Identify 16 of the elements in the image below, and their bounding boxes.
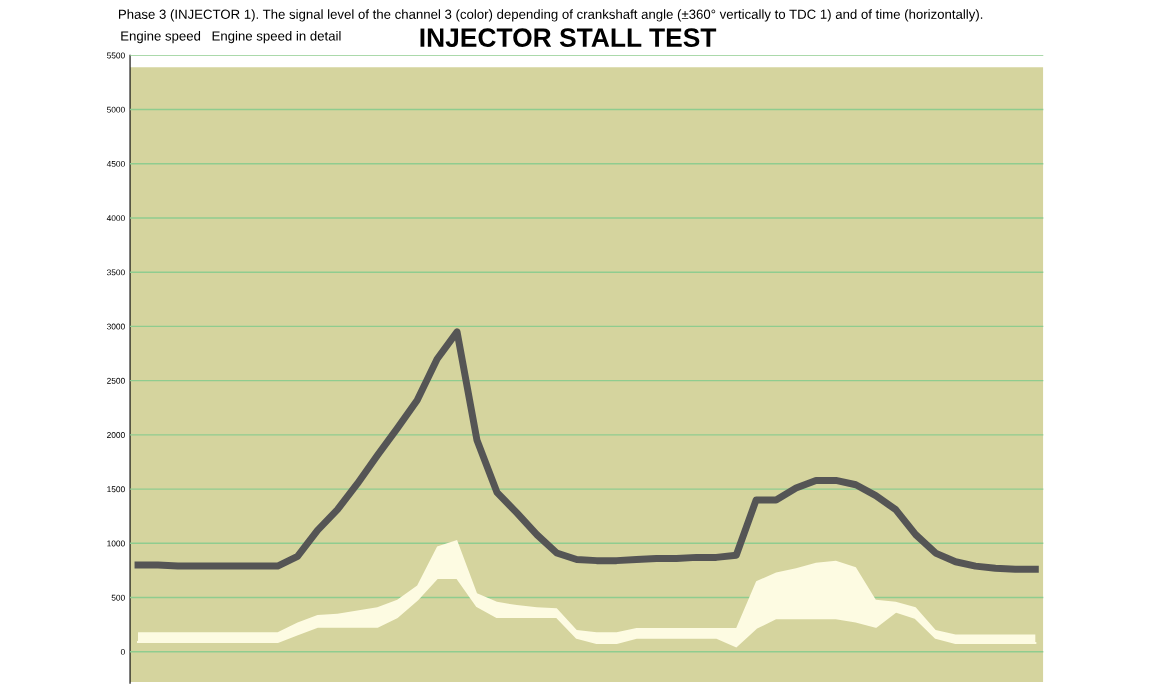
y-tick-label: 5500 [106,52,125,59]
chart-title: INJECTOR STALL TEST [420,28,717,47]
y-tick-label: 1000 [107,540,125,547]
y-tick-label: 3000 [106,323,125,330]
y-tick-label: 5000 [106,106,125,113]
y-tick-label: 4000 [106,215,125,222]
y-tick-label: 2000 [107,432,125,438]
text: Engine speed in detail [212,30,341,44]
chart-subtitle: Phase 3 (INJECTOR 1). The signal level of the channel 3 (color) depending of crankshaft angle (±360° vertically to TDC 1) and of time (horizontally). [118,9,983,22]
y-tick-label: 2500 [107,377,125,384]
y-tick-label: 3500 [106,269,125,276]
y-tick-label: 1500 [107,486,125,493]
y-tick-label: 500 [111,594,125,601]
text: Engine speed [121,30,201,44]
y-tick-label: 0 [120,648,125,655]
y-tick-label: 4500 [106,160,125,167]
